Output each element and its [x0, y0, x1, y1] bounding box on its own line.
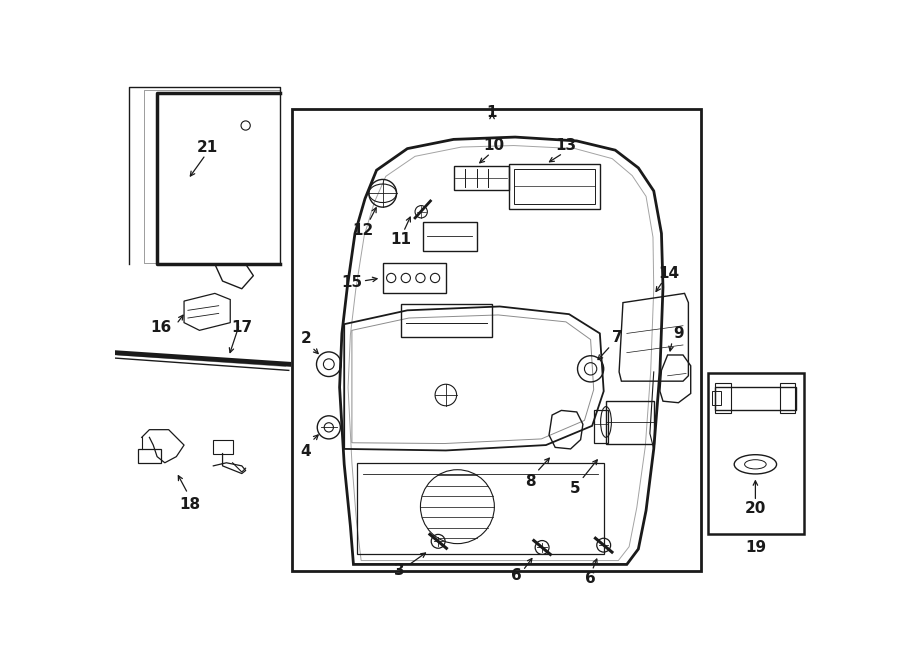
- Bar: [454, 165, 509, 190]
- Bar: [514, 169, 595, 204]
- Bar: [716, 383, 731, 412]
- Bar: [712, 391, 721, 405]
- Text: 6: 6: [511, 568, 522, 584]
- Bar: [780, 383, 796, 412]
- Bar: [606, 401, 653, 444]
- Text: 8: 8: [526, 474, 536, 488]
- Text: 7: 7: [612, 330, 623, 345]
- Bar: [292, 108, 701, 570]
- Text: 14: 14: [659, 266, 680, 281]
- Bar: [213, 440, 232, 453]
- Text: 12: 12: [352, 223, 374, 238]
- Text: 15: 15: [341, 275, 363, 290]
- Bar: [357, 463, 604, 554]
- Bar: [138, 449, 161, 463]
- Bar: [707, 373, 804, 533]
- Text: 6: 6: [585, 571, 596, 586]
- Text: 5: 5: [570, 481, 580, 496]
- Text: 16: 16: [150, 320, 172, 334]
- Bar: [423, 222, 477, 251]
- Text: 2: 2: [301, 330, 311, 346]
- Text: 19: 19: [745, 540, 766, 555]
- Text: 13: 13: [555, 138, 577, 153]
- Text: 4: 4: [301, 444, 311, 459]
- Text: 1: 1: [487, 105, 498, 120]
- Bar: [509, 164, 599, 209]
- Bar: [594, 410, 608, 443]
- Text: 17: 17: [231, 320, 252, 334]
- Text: 21: 21: [196, 139, 218, 155]
- Bar: [716, 387, 796, 410]
- Text: 10: 10: [483, 138, 504, 153]
- Bar: [382, 262, 446, 293]
- Text: 11: 11: [391, 232, 411, 247]
- Text: 9: 9: [673, 326, 684, 341]
- Bar: [401, 304, 492, 336]
- Text: 20: 20: [744, 502, 766, 516]
- Text: 3: 3: [394, 563, 405, 578]
- Text: 18: 18: [179, 497, 200, 512]
